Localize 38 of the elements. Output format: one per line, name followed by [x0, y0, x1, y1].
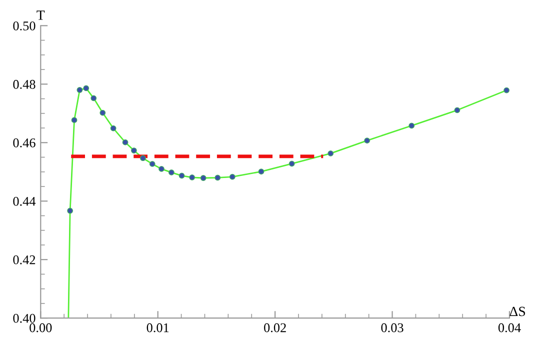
- point: [328, 150, 334, 156]
- point: [214, 174, 221, 181]
- x-tick-label: 0.00: [30, 323, 52, 332]
- point: [178, 172, 185, 179]
- point: [122, 139, 128, 146]
- x-axis-title: ΔS: [510, 306, 526, 316]
- point: [149, 161, 156, 167]
- y-tick-label: 0.44: [13, 196, 36, 206]
- point: [67, 208, 74, 214]
- point: [258, 168, 264, 175]
- point: [131, 148, 137, 154]
- y-tick-label: 0.46: [13, 138, 36, 148]
- point: [71, 117, 78, 124]
- point: [90, 95, 97, 102]
- y-axis-title: T: [36, 10, 45, 20]
- y-tick-label: 0.42: [13, 255, 36, 264]
- point: [140, 155, 146, 162]
- point: [454, 107, 460, 114]
- point: [200, 175, 206, 181]
- point: [110, 125, 116, 132]
- point: [83, 85, 90, 92]
- point: [229, 174, 236, 180]
- x-tick-label: 0.04: [498, 323, 521, 332]
- point: [168, 169, 174, 176]
- x-tick-label: 0.01: [146, 323, 169, 332]
- point: [76, 87, 83, 93]
- y-tick-label: 0.48: [13, 80, 36, 89]
- point: [364, 138, 370, 144]
- point: [408, 122, 415, 129]
- y-tick-label: 0.50: [13, 21, 36, 30]
- y-tick-label: 0.40: [13, 314, 36, 323]
- point: [288, 160, 295, 167]
- point: [158, 166, 164, 172]
- point: [189, 174, 196, 180]
- point: [504, 87, 510, 94]
- x-tick-label: 0.02: [264, 323, 286, 332]
- point: [100, 110, 106, 116]
- x-tick-label: 0.03: [381, 323, 404, 332]
